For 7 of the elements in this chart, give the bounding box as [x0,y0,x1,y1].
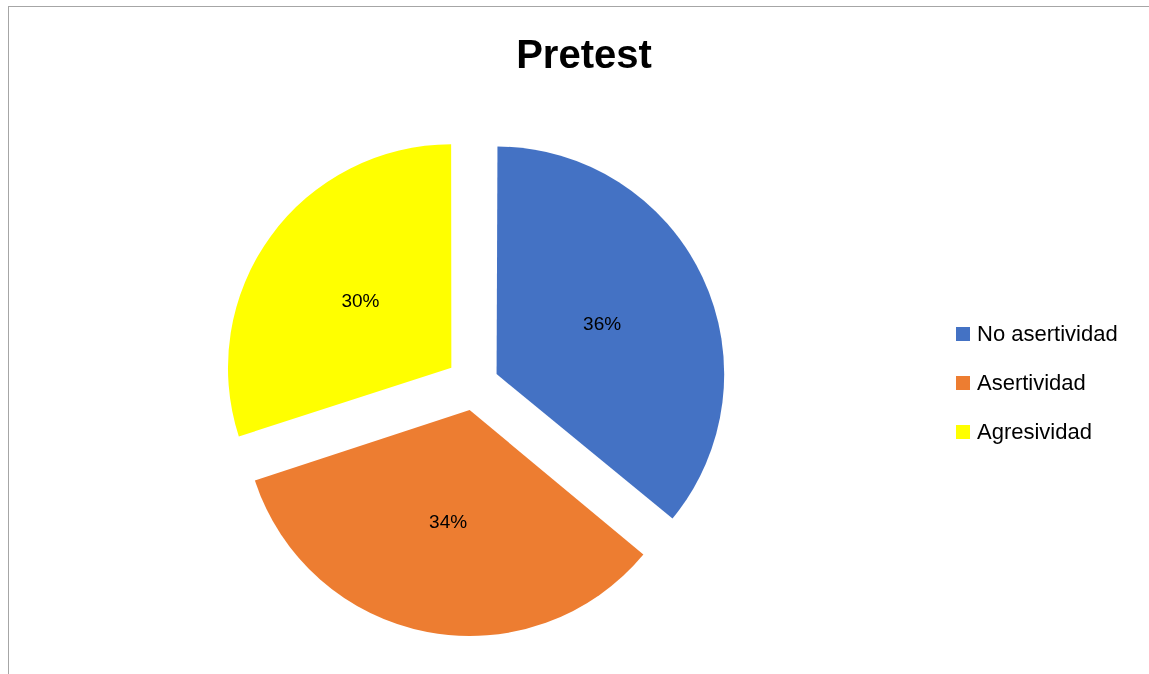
data-label: 30% [341,289,380,311]
legend-label: No asertividad [977,320,1118,348]
data-label: 34% [429,511,468,533]
chart-title: Pretest [515,31,653,78]
data-label: 36% [583,312,622,334]
legend-label: Asertividad [977,369,1086,397]
legend-label: Agresividad [977,418,1092,446]
